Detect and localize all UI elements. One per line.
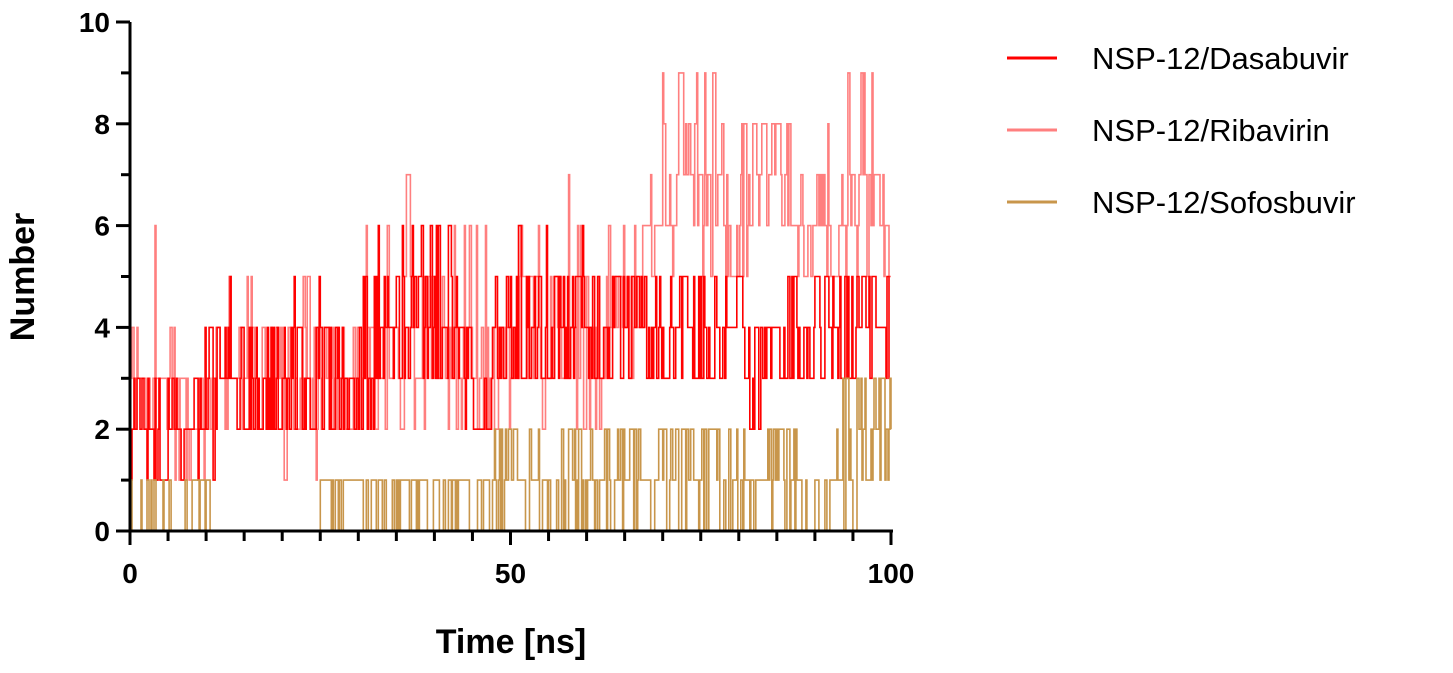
y-tick-label: 6 [94,211,110,242]
y-axis-title: Number [4,213,42,341]
plot-series [130,72,892,532]
series-line [130,224,891,481]
axes: 0 50 100 0 2 4 6 8 10 [79,7,915,589]
y-tick-label: 0 [94,516,110,547]
legend-label: NSP-12/Ribavirin [1092,113,1330,148]
series-line [130,72,891,481]
x-tick-label: 50 [495,558,526,589]
x-tick-label: 0 [122,558,138,589]
legend-label: NSP-12/Dasabuvir [1092,41,1349,76]
y-tick-label: 2 [94,414,110,445]
x-tick-label: 100 [868,558,915,589]
x-axis-title: Time [ns] [436,623,587,661]
y-tick-label: 8 [94,109,110,140]
series-nsp-12-dasabuvir [130,224,891,481]
y-tick-label: 10 [79,7,110,38]
y-tick-label: 4 [94,312,110,343]
series-nsp-12-ribavirin [130,72,891,481]
legend: NSP-12/Dasabuvir NSP-12/Ribavirin NSP-12/S… [1007,41,1356,220]
legend-label: NSP-12/Sofosbuvir [1092,185,1356,220]
